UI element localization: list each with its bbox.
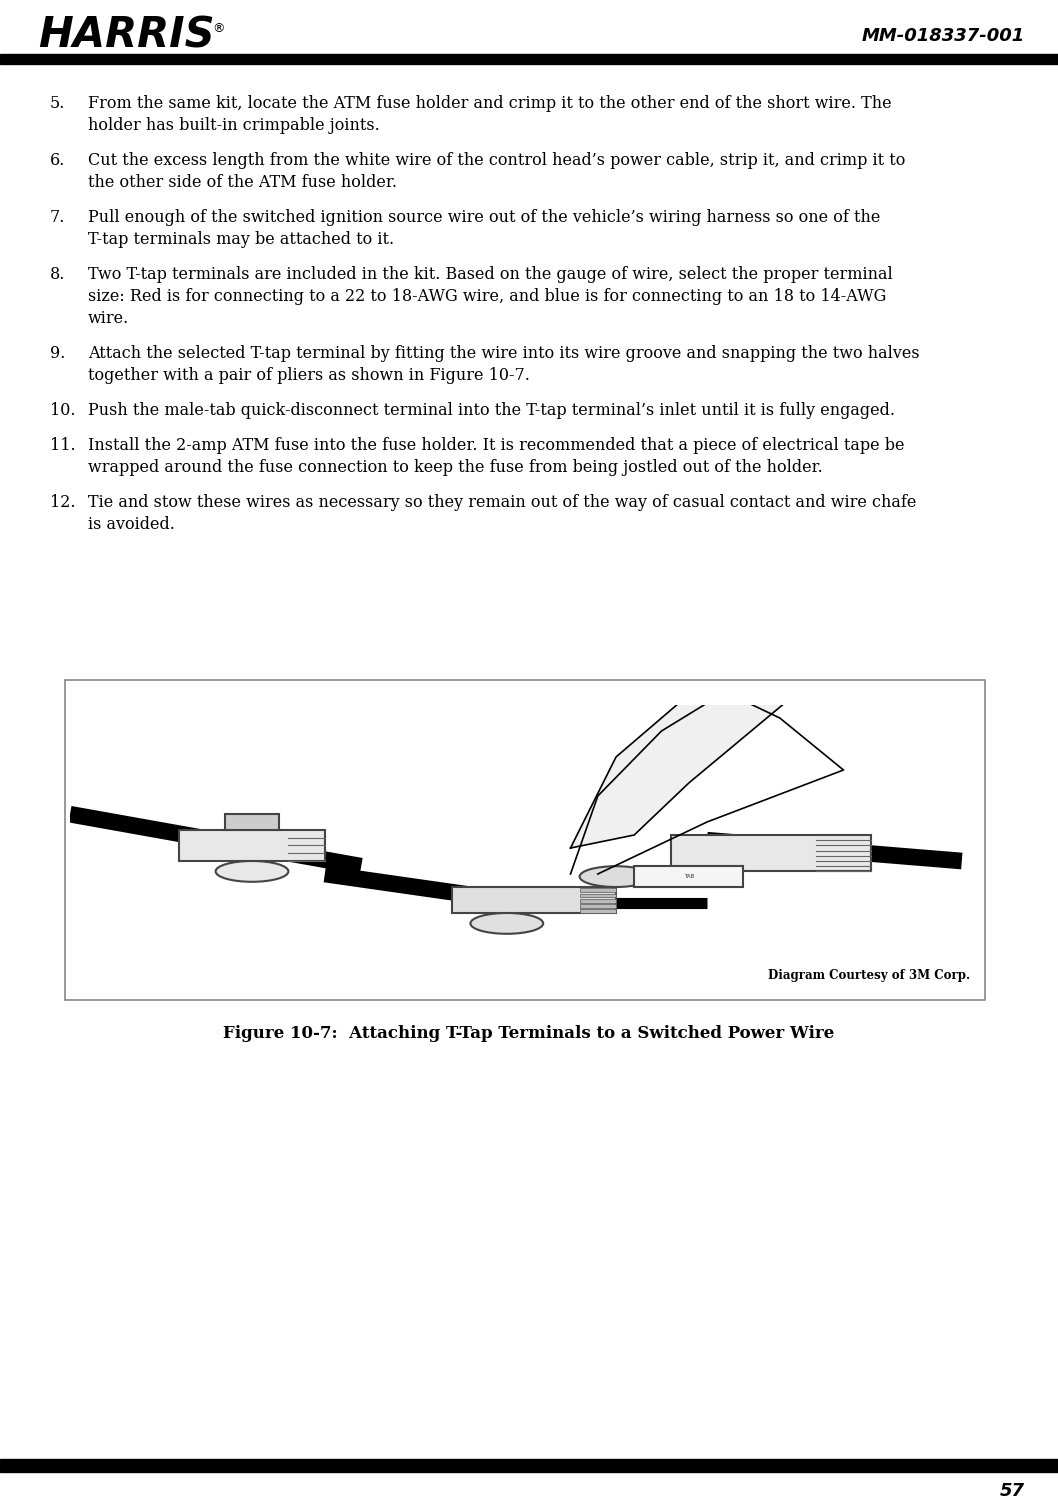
Text: wire.: wire. [88,310,129,326]
Text: TAB: TAB [683,873,694,879]
Text: Attach the selected T-tap terminal by fitting the wire into its wire groove and : Attach the selected T-tap terminal by fi… [88,345,919,363]
Text: 10.: 10. [50,402,75,419]
Bar [0,1470,1058,1472]
Text: the other side of the ATM fuse holder.: the other side of the ATM fuse holder. [88,174,397,190]
Text: Install the 2-amp ATM fuse into the fuse holder. It is recommended that a piece : Install the 2-amp ATM fuse into the fuse… [88,437,905,453]
Bar [179,830,325,861]
Bar [580,893,616,898]
Polygon shape [570,666,798,848]
Text: From the same kit, locate the ATM fuse holder and crimp it to the other end of t: From the same kit, locate the ATM fuse h… [88,95,892,112]
Text: 6.: 6. [50,153,66,169]
Bar [580,910,616,913]
Bar [0,1460,1058,1469]
Circle shape [580,866,653,887]
Text: Figure 10-7:  Attaching T-Tap Terminals to a Switched Power Wire: Figure 10-7: Attaching T-Tap Terminals t… [223,1024,835,1043]
Text: Cut the excess length from the white wire of the control head’s power cable, str: Cut the excess length from the white wir… [88,153,906,169]
Text: 9.: 9. [50,345,66,363]
Text: is avoided.: is avoided. [88,515,175,533]
Text: holder has built-in crimpable joints.: holder has built-in crimpable joints. [88,116,380,134]
Text: HARRIS: HARRIS [38,15,215,57]
Bar [452,887,616,913]
Bar [634,866,744,887]
Bar [580,904,616,908]
Text: Push the male-tab quick-disconnect terminal into the T-tap terminal’s inlet unti: Push the male-tab quick-disconnect termi… [88,402,895,419]
Text: Tie and stow these wires as necessary so they remain out of the way of casual co: Tie and stow these wires as necessary so… [88,494,916,511]
Circle shape [216,861,289,882]
Bar [671,836,871,872]
Text: MM-018337-001: MM-018337-001 [862,27,1025,45]
Text: together with a pair of pliers as shown in Figure 10-7.: together with a pair of pliers as shown … [88,367,530,384]
Bar [0,54,1058,63]
Text: 8.: 8. [50,266,66,283]
Text: size: Red is for connecting to a 22 to 18-AWG wire, and blue is for connecting t: size: Red is for connecting to a 22 to 1… [88,289,887,305]
Text: Diagram Courtesy of 3M Corp.: Diagram Courtesy of 3M Corp. [768,969,970,982]
Bar [580,888,616,891]
Text: 12.: 12. [50,494,75,511]
Bar [224,814,279,830]
Text: ®: ® [212,23,224,35]
Text: Pull enough of the switched ignition source wire out of the vehicle’s wiring har: Pull enough of the switched ignition sou… [88,209,880,227]
Circle shape [471,913,543,934]
Text: 11.: 11. [50,437,75,453]
Text: 5.: 5. [50,95,66,112]
Text: Two T-tap terminals are included in the kit. Based on the gauge of wire, select : Two T-tap terminals are included in the … [88,266,893,283]
Bar [580,899,616,902]
Text: 57: 57 [1000,1482,1025,1500]
Text: 7.: 7. [50,209,66,227]
Text: T-tap terminals may be attached to it.: T-tap terminals may be attached to it. [88,231,395,248]
Text: wrapped around the fuse connection to keep the fuse from being jostled out of th: wrapped around the fuse connection to ke… [88,459,823,476]
Bar [65,680,985,1000]
